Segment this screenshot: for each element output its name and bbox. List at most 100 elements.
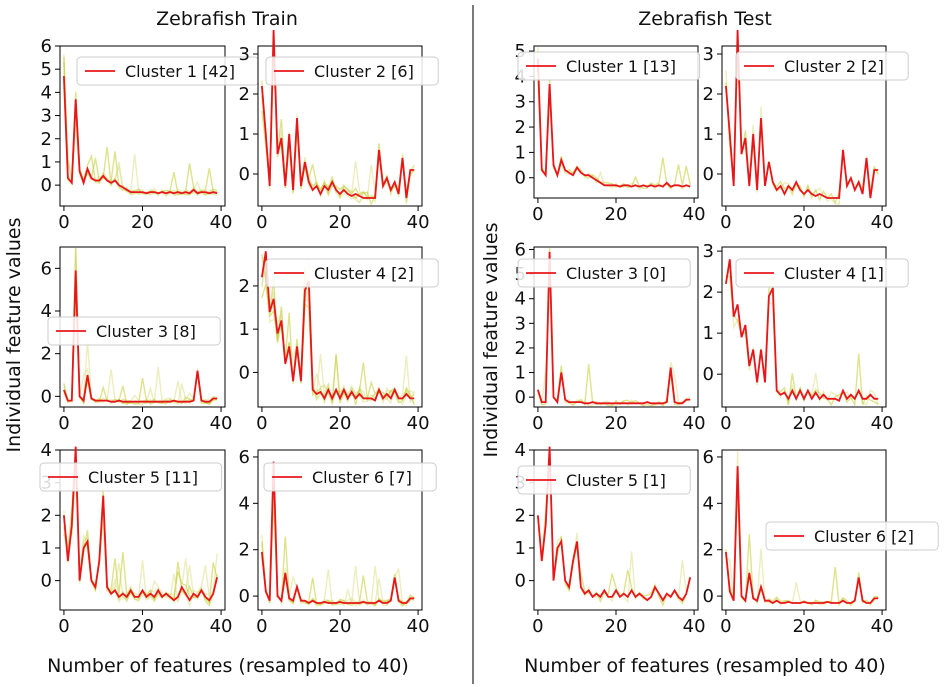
subplot-11: 0204001234Cluster 5 [1] xyxy=(515,440,706,637)
right-x-axis-label: Number of features (resampled to 40) xyxy=(524,655,886,677)
subplot-8: 0 20 40 0 1 2 3 Cluster 2 [2] xyxy=(703,29,909,233)
y-tick-label: 2 xyxy=(41,505,52,526)
y-tick-label: 2 xyxy=(239,84,250,105)
legend-label: Cluster 4 [1] xyxy=(784,264,884,283)
x-tick-label: 20 xyxy=(329,616,352,637)
centroid-line xyxy=(537,58,691,188)
legend-box xyxy=(765,521,939,551)
member-trace xyxy=(63,291,218,406)
y-tick-label: 1 xyxy=(703,323,714,344)
left-figure-title: Zebrafish Train xyxy=(156,8,298,30)
centroid-line xyxy=(261,461,415,605)
y-tick-label: 3 xyxy=(703,44,714,65)
subplot-4: 0 20 40 0 1 2 Cluster 4 [2] xyxy=(239,246,439,434)
legend-label: Cluster 1 [42] xyxy=(125,62,235,81)
y-tick-label: 5 xyxy=(515,41,526,62)
y-tick-label: 1 xyxy=(515,538,526,559)
x-tick-label: 0 xyxy=(532,413,543,434)
y-tick-label: 0 xyxy=(515,571,526,592)
legend-label: Cluster 3 [8] xyxy=(96,322,196,341)
y-tick-label: 4 xyxy=(41,440,52,461)
centroid-line xyxy=(725,466,879,605)
x-tick-label: 40 xyxy=(871,212,894,233)
y-tick-label: 1 xyxy=(515,142,526,163)
centroid-line xyxy=(537,251,691,405)
x-tick-label: 40 xyxy=(683,616,706,637)
legend-box xyxy=(263,462,437,492)
y-tick-label: 4 xyxy=(239,493,250,514)
x-tick-label: 0 xyxy=(58,212,69,233)
legend-label: Cluster 2 [2] xyxy=(784,57,884,76)
legend-box xyxy=(39,462,223,492)
legend-label: Cluster 4 [2] xyxy=(314,264,414,283)
x-tick-label: 40 xyxy=(210,413,233,434)
x-tick-label: 0 xyxy=(256,212,267,233)
x-tick-label: 20 xyxy=(131,212,154,233)
left-y-axis-label: Individual feature values xyxy=(3,217,25,452)
x-tick-label: 0 xyxy=(58,413,69,434)
y-tick-label: 1 xyxy=(239,319,250,340)
legend-box xyxy=(265,56,439,86)
legend-label: Cluster 1 [13] xyxy=(566,57,676,76)
legend-box xyxy=(517,51,701,81)
y-tick-label: 2 xyxy=(41,344,52,365)
x-tick-label: 0 xyxy=(720,212,731,233)
x-tick-label: 40 xyxy=(683,204,706,225)
y-tick-label: 1 xyxy=(239,124,250,145)
x-tick-label: 0 xyxy=(58,616,69,637)
subplot-2: 0 20 40 0 1 2 3 Cluster 2 [6] xyxy=(239,29,439,233)
x-tick-label: 40 xyxy=(871,413,894,434)
right-figure-title: Zebrafish Test xyxy=(638,8,772,30)
x-tick-label: 0 xyxy=(532,616,543,637)
y-tick-label: 0 xyxy=(703,164,714,185)
x-tick-label: 0 xyxy=(532,204,543,225)
x-tick-label: 20 xyxy=(605,616,628,637)
legend-box xyxy=(47,316,221,346)
legend-box xyxy=(517,465,691,495)
x-tick-label: 40 xyxy=(407,413,430,434)
subplot-12: 0 20 40 0 2 4 6 Cluster 6 [2] xyxy=(703,447,939,637)
y-tick-label: 2 xyxy=(703,84,714,105)
legend-box xyxy=(735,258,909,288)
centroid-line xyxy=(63,446,218,602)
subplot-10: 0 20 40 0 1 2 3 Cluster 4 [1] xyxy=(703,241,909,434)
y-tick-label: 0 xyxy=(515,168,526,189)
x-tick-label: 20 xyxy=(793,616,816,637)
centroid-line xyxy=(725,29,879,199)
y-tick-label: 0 xyxy=(703,586,714,607)
x-tick-label: 40 xyxy=(683,413,706,434)
y-tick-label: 6 xyxy=(41,258,52,279)
legend-box xyxy=(735,51,909,81)
y-tick-label: 2 xyxy=(703,540,714,561)
y-tick-label: 1 xyxy=(41,152,52,173)
x-tick-label: 0 xyxy=(720,616,731,637)
y-tick-label: 2 xyxy=(515,117,526,138)
x-tick-label: 40 xyxy=(407,616,430,637)
y-tick-label: 1 xyxy=(41,538,52,559)
x-tick-label: 20 xyxy=(605,204,628,225)
y-tick-label: 4 xyxy=(41,82,52,103)
y-tick-label: 2 xyxy=(41,129,52,150)
x-tick-label: 0 xyxy=(256,413,267,434)
centroid-line xyxy=(63,270,218,403)
y-tick-label: 3 xyxy=(515,92,526,113)
legend-label: Cluster 6 [2] xyxy=(814,527,914,546)
y-tick-label: 4 xyxy=(703,493,714,514)
centroid-line xyxy=(261,251,415,402)
x-tick-label: 20 xyxy=(329,212,352,233)
x-tick-label: 40 xyxy=(871,616,894,637)
y-tick-label: 2 xyxy=(239,276,250,297)
right-y-axis-label: Individual feature values xyxy=(480,222,502,457)
y-tick-label: 5 xyxy=(41,59,52,80)
y-tick-label: 4 xyxy=(41,301,52,322)
y-tick-label: 6 xyxy=(41,36,52,57)
y-tick-label: 0 xyxy=(239,362,250,383)
x-tick-label: 20 xyxy=(329,413,352,434)
centroid-line xyxy=(725,259,879,403)
y-tick-label: 0 xyxy=(41,386,52,407)
subplot-7: 02040012345Cluster 1 [13] xyxy=(515,41,706,225)
legend-label: Cluster 2 [6] xyxy=(314,62,414,81)
y-tick-label: 4 xyxy=(515,440,526,461)
